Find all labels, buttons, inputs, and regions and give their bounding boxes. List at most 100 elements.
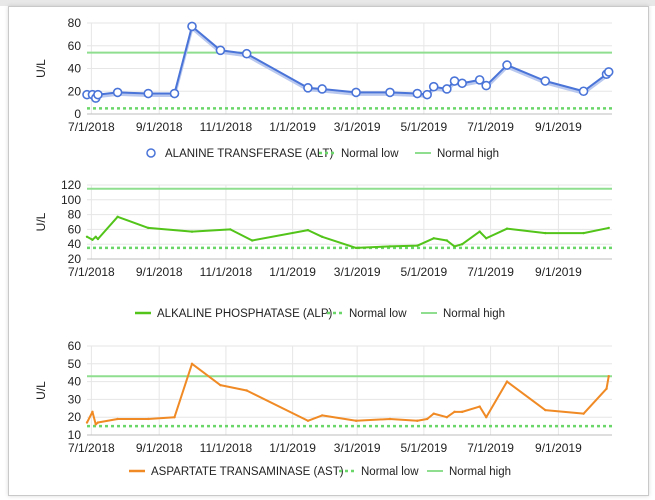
data-point	[445, 239, 449, 242]
data-point	[478, 405, 481, 408]
data-point	[112, 87, 123, 98]
data-point	[478, 230, 481, 233]
x-tick-label: 1/1/2019	[269, 441, 316, 455]
x-tick-label: 7/1/2019	[467, 441, 514, 455]
x-tick-label: 11/1/2018	[200, 441, 253, 455]
data-point	[442, 84, 452, 94]
x-tick-label: 5/1/2019	[401, 120, 448, 134]
data-point	[85, 421, 89, 424]
x-tick-label: 9/1/2018	[136, 120, 183, 134]
x-tick-label: 1/1/2019	[269, 265, 316, 279]
data-point	[445, 416, 449, 419]
y-axis-label: U/L	[34, 212, 48, 231]
data-point	[505, 227, 509, 230]
data-point	[544, 231, 547, 235]
y-tick-label: 60	[68, 222, 82, 236]
data-point	[219, 383, 222, 387]
series-shadow	[87, 25, 610, 103]
data-point	[354, 246, 358, 250]
data-point	[96, 237, 100, 241]
data-point	[502, 60, 512, 70]
y-tick-label: 20	[68, 252, 82, 266]
data-point	[449, 76, 460, 86]
data-point	[94, 423, 97, 426]
data-point	[460, 243, 464, 246]
x-tick-label: 3/1/2019	[334, 120, 381, 134]
data-point	[453, 245, 456, 248]
x-tick-label: 5/1/2019	[401, 265, 448, 279]
y-tick-label: 50	[68, 357, 82, 371]
x-tick-label: 9/1/2019	[535, 265, 582, 279]
legend-swatch-series	[146, 148, 156, 158]
legend-label-low: Normal low	[349, 308, 407, 320]
data-point	[85, 235, 89, 238]
x-tick-label: 9/1/2018	[136, 441, 183, 455]
series-line	[87, 25, 610, 100]
data-point	[412, 88, 423, 99]
series-line	[86, 215, 609, 249]
data-point	[388, 417, 392, 421]
data-point	[453, 410, 456, 414]
y-tick-label: 40	[68, 375, 82, 389]
legend-label-series: ALANINE TRANSFERASE (ALT)	[165, 148, 333, 160]
data-point	[91, 410, 94, 414]
x-tick-label: 5/1/2019	[401, 441, 448, 455]
data-point	[432, 237, 435, 240]
data-point	[229, 228, 232, 231]
data-point	[354, 419, 358, 422]
data-point	[474, 75, 485, 85]
data-point	[94, 235, 97, 238]
y-tick-label: 60	[68, 39, 82, 53]
x-tick-label: 3/1/2019	[334, 441, 381, 455]
data-point	[578, 86, 589, 97]
legend-label-high: Normal high	[449, 466, 511, 478]
data-point	[241, 48, 252, 59]
data-point	[173, 416, 176, 419]
ast-chart: 10 20 30 40 50 60 7/1/2018 9/1/2018 11/1/2018 1/1…	[34, 340, 612, 478]
x-tick-label: 1/1/2019	[269, 120, 316, 134]
data-point	[481, 80, 492, 91]
x-tick-label: 9/1/2018	[136, 265, 183, 279]
data-point	[169, 88, 180, 99]
data-point	[388, 245, 392, 248]
data-point	[320, 235, 324, 238]
alt-chart: 0 20 40 60 80 7/1/2018 9/1/2018 11/1/2018 1/1/20…	[34, 17, 614, 160]
legend-label-low: Normal low	[341, 148, 399, 160]
data-point	[116, 417, 119, 421]
x-tick-label: 11/1/2018	[200, 120, 253, 134]
data-point	[485, 416, 488, 419]
y-tick-label: 80	[68, 208, 82, 222]
data-point	[416, 244, 419, 247]
data-point	[190, 362, 194, 365]
data-point	[187, 21, 197, 32]
series-line	[86, 362, 610, 426]
x-tick-label: 9/1/2019	[535, 120, 582, 134]
x-tick-label: 11/1/2018	[200, 265, 253, 279]
legend-label-high: Normal high	[437, 148, 499, 160]
x-tick-label: 7/1/2019	[467, 120, 514, 134]
y-axis-label: U/L	[34, 381, 48, 400]
data-point	[544, 408, 547, 412]
y-tick-label: 40	[68, 237, 82, 251]
data-point	[605, 387, 608, 390]
data-point	[460, 410, 464, 414]
data-point	[540, 76, 551, 86]
y-tick-label: 60	[68, 340, 82, 353]
data-point	[607, 375, 610, 378]
chart-panel: 0 20 40 60 80 7/1/2018 9/1/2018 11/1/2018 1/1/20…	[8, 6, 649, 496]
data-point	[607, 226, 610, 230]
data-point	[215, 45, 226, 56]
data-point	[303, 83, 313, 93]
data-point	[485, 237, 488, 240]
x-tick-label: 7/1/2018	[68, 265, 115, 279]
data-point	[416, 419, 419, 422]
y-tick-label: 100	[61, 193, 81, 207]
data-point	[317, 84, 327, 94]
data-point	[422, 89, 432, 100]
y-tick-label: 40	[68, 62, 82, 76]
data-point	[505, 380, 509, 383]
data-point	[428, 81, 439, 92]
data-point	[93, 89, 103, 100]
y-tick-label: 30	[68, 392, 82, 406]
